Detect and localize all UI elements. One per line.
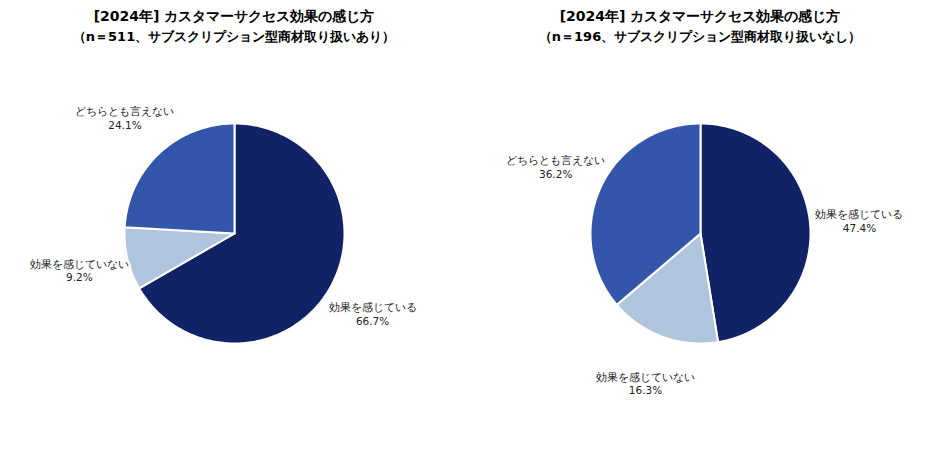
html-text:[2024年] カスタマーサクセス効果の感じ方: [2024年] カスタマーサクセス効果の感じ方: [559, 8, 841, 24]
html-text:[2024年] カスタマーサクセス効果の感じ方: [2024年] カスタマーサクセス効果の感じ方: [93, 8, 375, 24]
svg-text:どちらとも言えない24.1%: どちらとも言えない24.1%: [75, 105, 174, 131]
svg-text:どちらとも言えない36.2%: どちらとも言えない36.2%: [506, 154, 605, 180]
svg-text:効果を感じていない16.3%: 効果を感じていない16.3%: [596, 370, 695, 396]
html-text:（n＝511、サブスクリプション型商材取り扱いあり）: （n＝511、サブスクリプション型商材取り扱いあり）: [72, 29, 396, 44]
svg-text:効果を感じていない9.2%: 効果を感じていない9.2%: [30, 257, 129, 283]
svg-text:効果を感じている66.7%: 効果を感じている66.7%: [329, 300, 417, 326]
html-text:（n＝196、サブスクリプション型商材取り扱いなし）: （n＝196、サブスクリプション型商材取り扱いなし）: [538, 29, 862, 44]
svg-text:効果を感じている47.4%: 効果を感じている47.4%: [815, 208, 903, 234]
